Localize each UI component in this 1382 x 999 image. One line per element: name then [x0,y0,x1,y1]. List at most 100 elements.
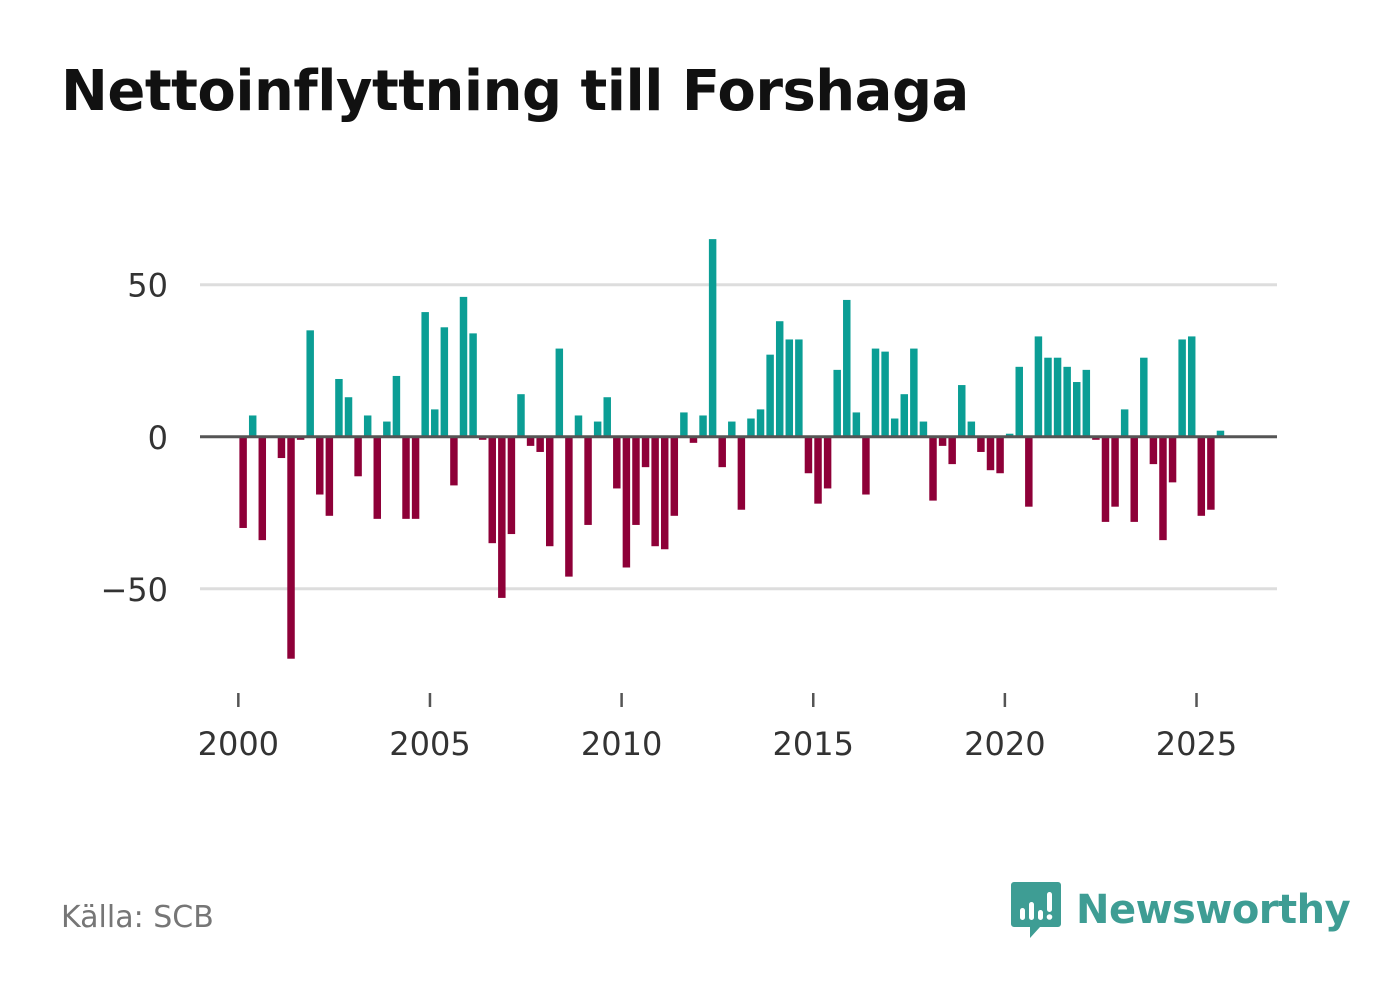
x-tick-label: 2020 [964,725,1045,763]
bar [1082,369,1091,437]
bar [1207,436,1215,510]
bar [565,436,573,577]
bar [421,312,429,437]
bar [1092,436,1100,440]
bar [708,239,717,437]
bar [1101,436,1110,522]
bar [756,409,765,437]
bar [890,418,899,437]
bar [958,385,966,437]
bar [680,412,688,437]
bar [1216,430,1225,437]
bar [536,436,544,452]
bar [775,321,784,437]
bar [737,436,746,510]
y-tick-label: 0 [148,419,168,457]
bar [1063,366,1071,437]
bar [459,296,468,437]
bar [651,436,659,547]
bar [1130,436,1138,522]
bar [277,436,286,459]
bar [660,436,669,550]
bar [1044,357,1052,437]
bar [670,436,679,516]
bar [871,348,880,437]
axes: −50 0 50 2000 2005 2010 2015 2020 2025 [100,267,1277,763]
bar [431,409,439,437]
bar [843,299,851,437]
bar [804,436,813,474]
bar [833,369,841,437]
bar [354,436,362,477]
bar [507,436,516,535]
gridlines [200,283,1277,591]
bar [785,339,794,437]
bar [1197,436,1206,516]
x-tick-label: 2025 [1156,725,1237,763]
bar [919,421,928,437]
bar [287,436,295,659]
bar [1140,357,1148,437]
bar [488,436,496,544]
bar [718,436,726,468]
bar [517,394,525,437]
x-tick-label: 2000 [198,725,279,763]
bar [1149,436,1158,465]
bar [747,418,755,437]
bar [699,415,707,437]
bar [900,394,909,437]
bar [1111,436,1119,507]
bar [823,436,832,489]
bar [1187,336,1196,437]
bar [910,348,918,437]
bar [603,397,611,437]
bar [1034,336,1043,437]
bar [641,436,650,468]
bar [689,436,698,443]
bar [392,375,401,437]
bar [1178,339,1186,437]
bar [450,436,458,486]
x-tick-label: 2005 [389,725,470,763]
bar [622,436,631,568]
bar [593,421,602,437]
bar [929,436,937,501]
x-tick-label: 2015 [773,725,854,763]
newsworthy-logo: Newsworthy [1010,878,1351,942]
bar [258,436,267,541]
bar [383,421,391,437]
bar [948,436,956,465]
bar [306,330,314,437]
bar [440,327,449,437]
x-tick-label: 2010 [581,725,662,763]
bar [411,436,420,519]
bar [478,436,487,440]
bar [296,436,305,440]
bar [814,436,822,504]
bar [967,421,976,437]
bar [795,339,803,437]
bar [239,436,247,528]
bar [977,436,985,452]
bar [862,436,870,495]
bar [574,415,583,437]
chart-title: Nettoinflyttning till Forshaga [61,59,969,124]
bar [344,397,353,437]
bar [1053,357,1062,437]
y-tick-label: −50 [100,571,168,609]
bar [335,378,343,437]
bar [1015,366,1023,437]
bar [728,421,736,437]
bar [1168,436,1177,483]
bar [938,436,947,446]
brand-name: Newsworthy [1076,887,1351,933]
bar [546,436,554,547]
source-note: Källa: SCB [61,900,214,935]
bar [1025,436,1033,507]
bar [584,436,592,525]
bar [986,436,995,471]
y-tick-label: 50 [127,267,168,305]
bars [239,239,1225,659]
bar [469,333,477,437]
